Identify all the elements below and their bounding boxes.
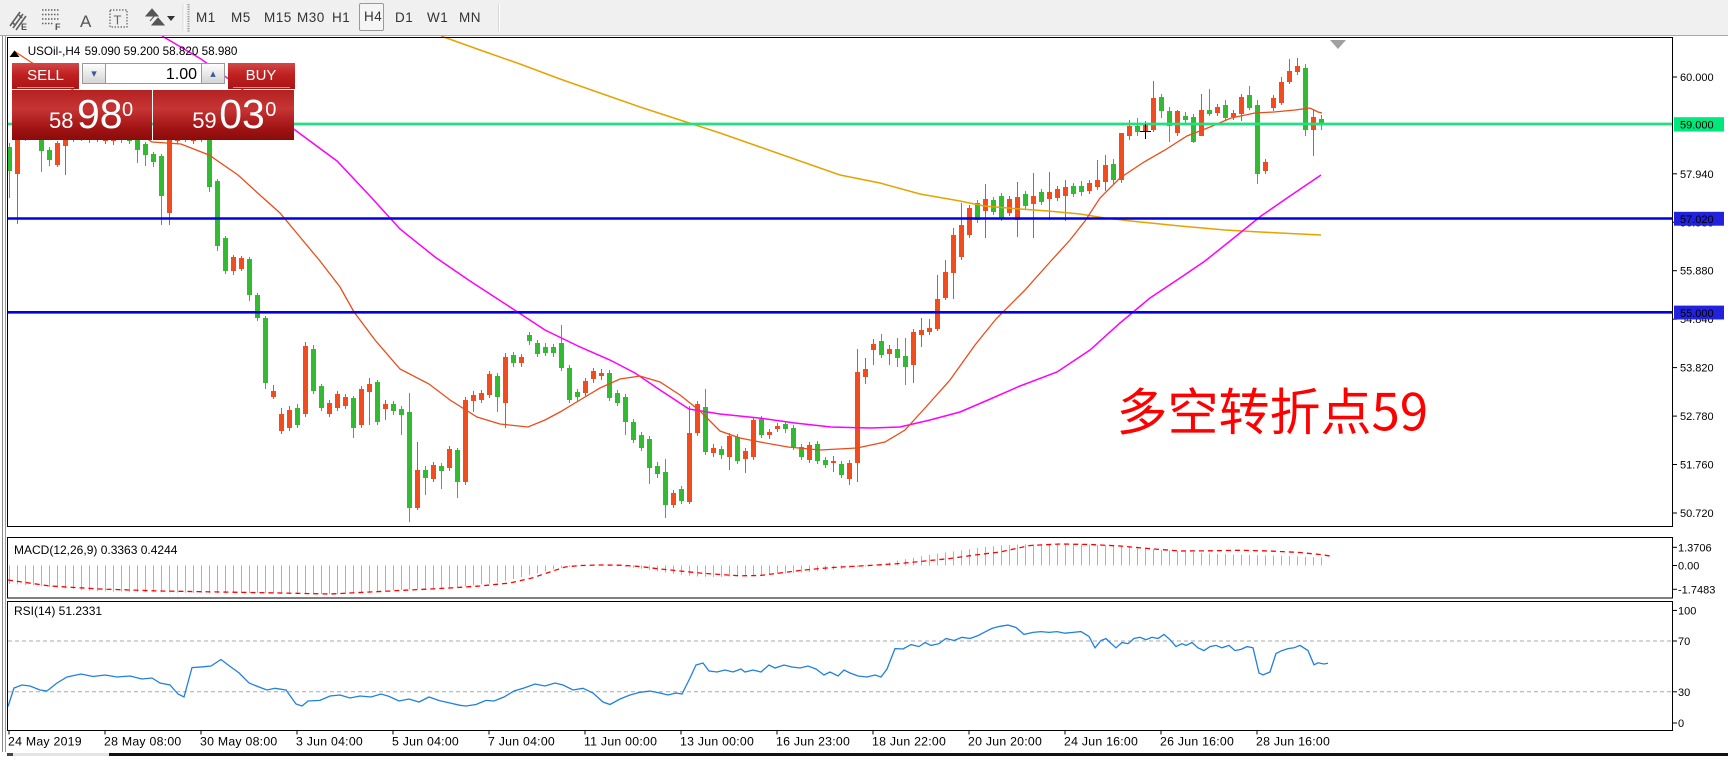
svg-text:E: E [21, 22, 27, 32]
svg-text:60.000: 60.000 [1680, 72, 1714, 84]
svg-text:57.940: 57.940 [1680, 169, 1714, 181]
svg-text:24 May 2019: 24 May 2019 [8, 734, 82, 748]
svg-text:A: A [80, 12, 92, 31]
svg-text:13 Jun 00:00: 13 Jun 00:00 [680, 734, 754, 748]
svg-text:59.000: 59.000 [1680, 120, 1714, 132]
svg-text:F: F [55, 22, 61, 32]
svg-text:USOil-,H4: USOil-,H4 [28, 45, 81, 58]
svg-text:20 Jun 20:00: 20 Jun 20:00 [968, 734, 1042, 748]
svg-text:RSI(14) 51.2331: RSI(14) 51.2331 [14, 604, 102, 618]
svg-text:26 Jun 16:00: 26 Jun 16:00 [1160, 734, 1234, 748]
svg-text:70: 70 [1678, 636, 1690, 648]
svg-text:51.760: 51.760 [1680, 460, 1714, 472]
svg-text:24 Jun 16:00: 24 Jun 16:00 [1064, 734, 1138, 748]
svg-text:52.780: 52.780 [1680, 411, 1714, 423]
svg-text:53.820: 53.820 [1680, 363, 1714, 375]
svg-text:1.3706: 1.3706 [1678, 542, 1712, 554]
svg-text:0.00: 0.00 [1678, 561, 1699, 573]
svg-text:-1.7483: -1.7483 [1678, 584, 1715, 596]
svg-text:MACD(12,26,9) 0.3363 0.4244: MACD(12,26,9) 0.3363 0.4244 [14, 543, 178, 557]
svg-text:28 Jun 16:00: 28 Jun 16:00 [1256, 734, 1330, 748]
svg-text:59.090 59.200 58.820 58.980: 59.090 59.200 58.820 58.980 [85, 45, 238, 58]
svg-text:T: T [114, 13, 122, 28]
svg-text:0: 0 [1678, 718, 1684, 730]
svg-text:16 Jun 23:00: 16 Jun 23:00 [776, 734, 850, 748]
svg-text:55.880: 55.880 [1680, 266, 1714, 278]
svg-text:7 Jun 04:00: 7 Jun 04:00 [488, 734, 555, 748]
svg-text:11 Jun 00:00: 11 Jun 00:00 [584, 734, 657, 748]
svg-text:30: 30 [1678, 687, 1690, 699]
svg-text:57.020: 57.020 [1680, 214, 1714, 226]
svg-text:28 May 08:00: 28 May 08:00 [104, 734, 182, 748]
svg-text:30 May 08:00: 30 May 08:00 [200, 734, 278, 748]
svg-text:55.000: 55.000 [1680, 308, 1714, 320]
svg-text:100: 100 [1678, 605, 1696, 617]
svg-text:18 Jun 22:00: 18 Jun 22:00 [872, 734, 946, 748]
svg-text:50.720: 50.720 [1680, 508, 1714, 520]
svg-text:5 Jun 04:00: 5 Jun 04:00 [392, 734, 459, 748]
svg-text:3 Jun 04:00: 3 Jun 04:00 [296, 734, 363, 748]
